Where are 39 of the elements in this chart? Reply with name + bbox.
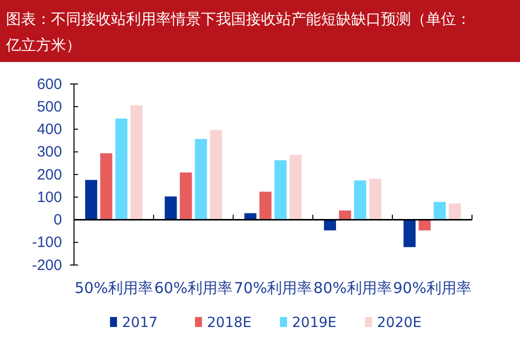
bar [100,153,112,220]
bar [448,203,461,220]
x-tick-label: 70%利用率 [234,279,312,297]
x-tick-label: 90%利用率 [393,279,472,297]
x-tick-label: 80%利用率 [313,279,392,297]
bar [324,220,336,230]
y-tick-label: -200 [32,256,62,274]
bar [194,138,207,220]
y-tick-label: 0 [54,212,62,229]
bar [164,196,177,220]
chart-title: 图表：不同接收站利用率情景下我国接收站产能短缺缺口预测（单位：亿立方米） [5,10,471,54]
bar [180,172,192,220]
y-tick-label: 400 [36,121,62,138]
bar [130,105,142,220]
legend-label: 2017 [122,315,158,331]
y-tick-label: 200 [36,166,62,184]
legend-label: 2020E [377,315,422,331]
bar [290,154,302,220]
legend-label: 2019E [292,315,336,331]
bar [244,213,256,220]
bar [354,180,366,220]
bar [369,178,382,220]
bar [418,220,431,230]
x-tick-label: 50%利用率 [74,279,153,297]
bar [85,180,98,220]
bar [434,202,446,220]
x-tick-label: 60%利用率 [154,279,233,297]
bar [404,220,416,248]
y-tick-label: 600 [36,76,62,93]
bar [115,118,128,220]
y-tick-label: 300 [36,144,62,161]
y-tick-label: 500 [36,98,62,116]
y-tick-label: -100 [32,234,62,252]
y-tick-label: 100 [36,188,62,206]
bar [259,192,272,220]
bar [339,210,352,220]
bar [274,160,287,220]
legend-label: 2018E [207,315,252,331]
bar [210,130,222,220]
